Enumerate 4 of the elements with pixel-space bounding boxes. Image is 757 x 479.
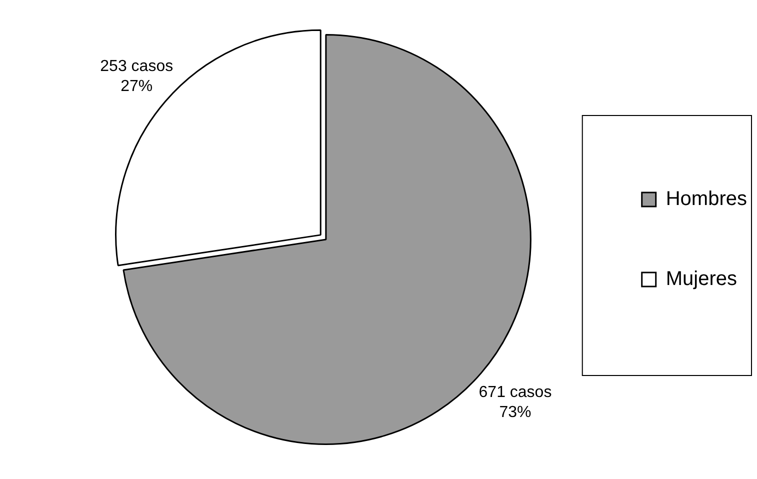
legend-label: Hombres [666,188,748,210]
legend-label: Mujeres [666,268,738,290]
data-label: 253 casos 27% [100,58,174,95]
data-label: 671 casos 73% [478,384,552,421]
